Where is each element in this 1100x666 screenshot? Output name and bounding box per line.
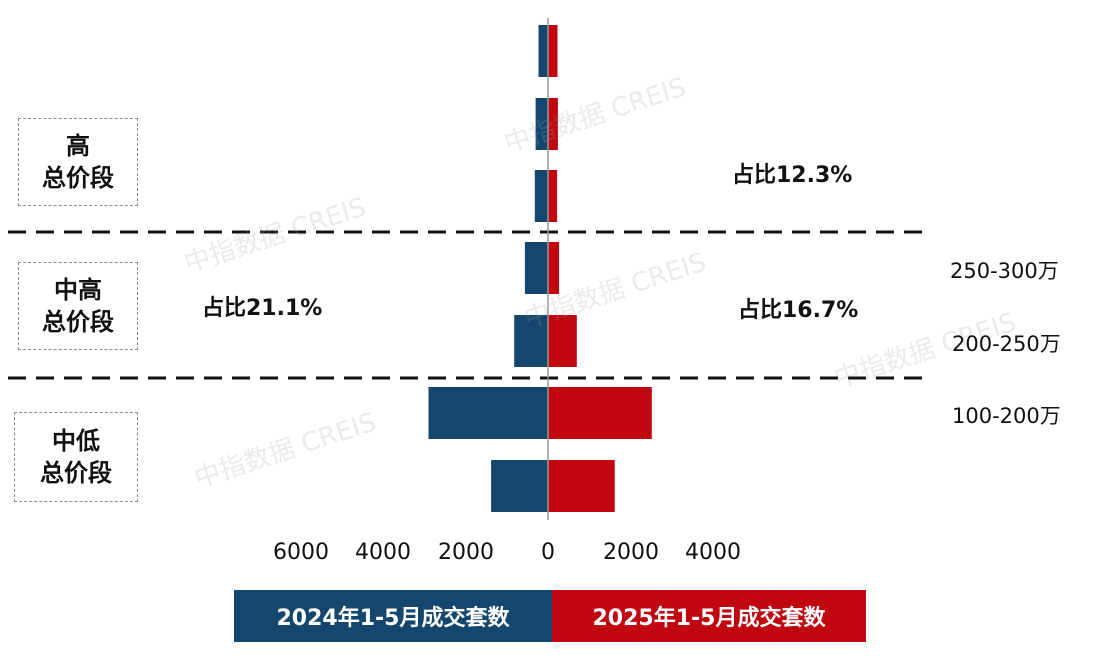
- segment-box-high: 高 总价段: [18, 118, 138, 206]
- x-tick-label: 2000: [438, 540, 494, 565]
- x-tick-label: 2000: [603, 540, 659, 565]
- bar-2025: [548, 242, 560, 294]
- segment-box-midhigh: 中高 总价段: [18, 262, 138, 350]
- segment-label-midlow: 中低 总价段: [40, 427, 112, 487]
- x-tick-label: 0: [541, 540, 555, 565]
- category-label: 250-300万: [950, 259, 1059, 283]
- x-tick-label: 4000: [355, 540, 411, 565]
- chart-bars: [428, 25, 652, 512]
- segment-label-high: 高 总价段: [42, 132, 114, 192]
- bar-2024: [491, 460, 548, 512]
- share-label-midhigh-2025: 占比16.7%: [738, 298, 859, 323]
- legend-label-2024: 2024年1-5月成交套数: [276, 606, 510, 631]
- x-tick-label: 6000: [273, 540, 329, 565]
- bar-2025: [548, 98, 558, 150]
- bar-2025: [548, 387, 652, 439]
- bar-2025: [548, 170, 558, 222]
- segment-dividers: [8, 230, 930, 380]
- legend-label-2025: 2025年1-5月成交套数: [592, 606, 826, 631]
- bar-2024: [524, 242, 548, 294]
- bar-2024: [534, 170, 548, 222]
- bar-2024: [428, 387, 548, 439]
- legend-2025: 2025年1-5月成交套数: [552, 590, 866, 642]
- legend-2024: 2024年1-5月成交套数: [234, 590, 552, 642]
- x-tick-label: 4000: [685, 540, 741, 565]
- bar-2024: [538, 25, 548, 77]
- segment-box-midlow: 中低 总价段: [14, 412, 138, 502]
- share-label-high-2025: 占比12.3%: [732, 163, 853, 188]
- bar-2024: [535, 98, 548, 150]
- category-label: 100-200万: [952, 404, 1061, 428]
- share-label-midhigh-2024: 占比21.1%: [202, 296, 323, 321]
- category-label: 200-250万: [952, 332, 1061, 356]
- bar-2025: [548, 460, 615, 512]
- segment-label-midhigh: 中高 总价段: [42, 276, 114, 336]
- bar-2024: [514, 315, 548, 367]
- bar-2025: [548, 315, 577, 367]
- bar-2025: [548, 25, 558, 77]
